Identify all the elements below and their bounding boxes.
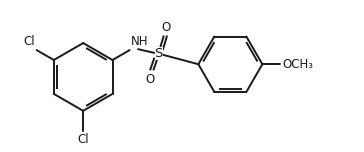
Text: O: O — [146, 73, 155, 86]
Text: O: O — [162, 21, 171, 34]
Text: Cl: Cl — [77, 133, 89, 146]
Text: NH: NH — [131, 35, 148, 48]
Text: S: S — [155, 47, 163, 60]
Text: OCH₃: OCH₃ — [282, 58, 314, 71]
Text: Cl: Cl — [23, 35, 35, 48]
